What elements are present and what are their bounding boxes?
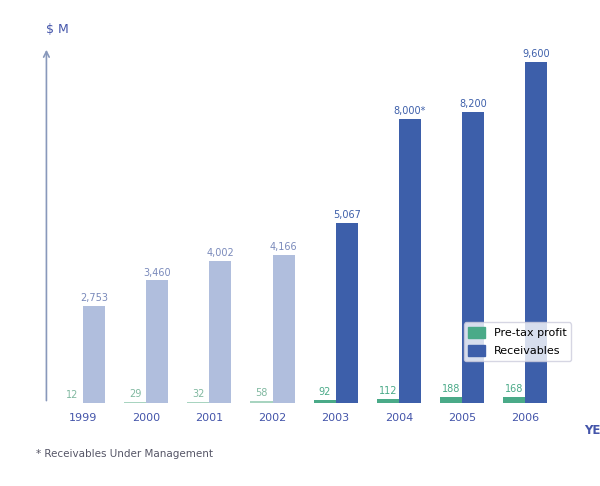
Text: 8,000*: 8,000*: [394, 106, 426, 116]
Bar: [272, 256, 295, 403]
Bar: [187, 402, 209, 403]
Bar: [209, 261, 232, 403]
Text: 4,002: 4,002: [206, 248, 234, 258]
Bar: [399, 119, 421, 403]
Text: 92: 92: [319, 387, 331, 397]
Bar: [440, 397, 462, 403]
Bar: [146, 280, 169, 403]
Legend: Pre-tax profit, Receivables: Pre-tax profit, Receivables: [464, 322, 571, 361]
Text: YEAR: YEAR: [584, 424, 600, 437]
Bar: [314, 400, 335, 403]
Text: 3,460: 3,460: [143, 267, 171, 278]
Text: 58: 58: [255, 388, 268, 399]
Text: 2,753: 2,753: [80, 293, 108, 303]
Text: 4,166: 4,166: [270, 243, 298, 252]
Text: 29: 29: [129, 389, 142, 399]
Bar: [124, 402, 146, 403]
Bar: [83, 306, 105, 403]
Bar: [525, 62, 547, 403]
Text: * Receivables Under Management: * Receivables Under Management: [36, 449, 213, 459]
Text: 188: 188: [442, 384, 460, 394]
Text: 112: 112: [379, 386, 397, 397]
Text: 12: 12: [66, 390, 78, 400]
Bar: [335, 224, 358, 403]
Bar: [462, 112, 484, 403]
Text: 9,600: 9,600: [523, 50, 550, 59]
Bar: [250, 401, 272, 403]
Bar: [377, 399, 399, 403]
Text: 168: 168: [505, 384, 523, 395]
Bar: [503, 398, 525, 403]
Text: 8,200: 8,200: [459, 99, 487, 109]
Text: 5,067: 5,067: [333, 210, 361, 221]
Text: $ M: $ M: [46, 23, 69, 36]
Text: 32: 32: [192, 389, 205, 399]
